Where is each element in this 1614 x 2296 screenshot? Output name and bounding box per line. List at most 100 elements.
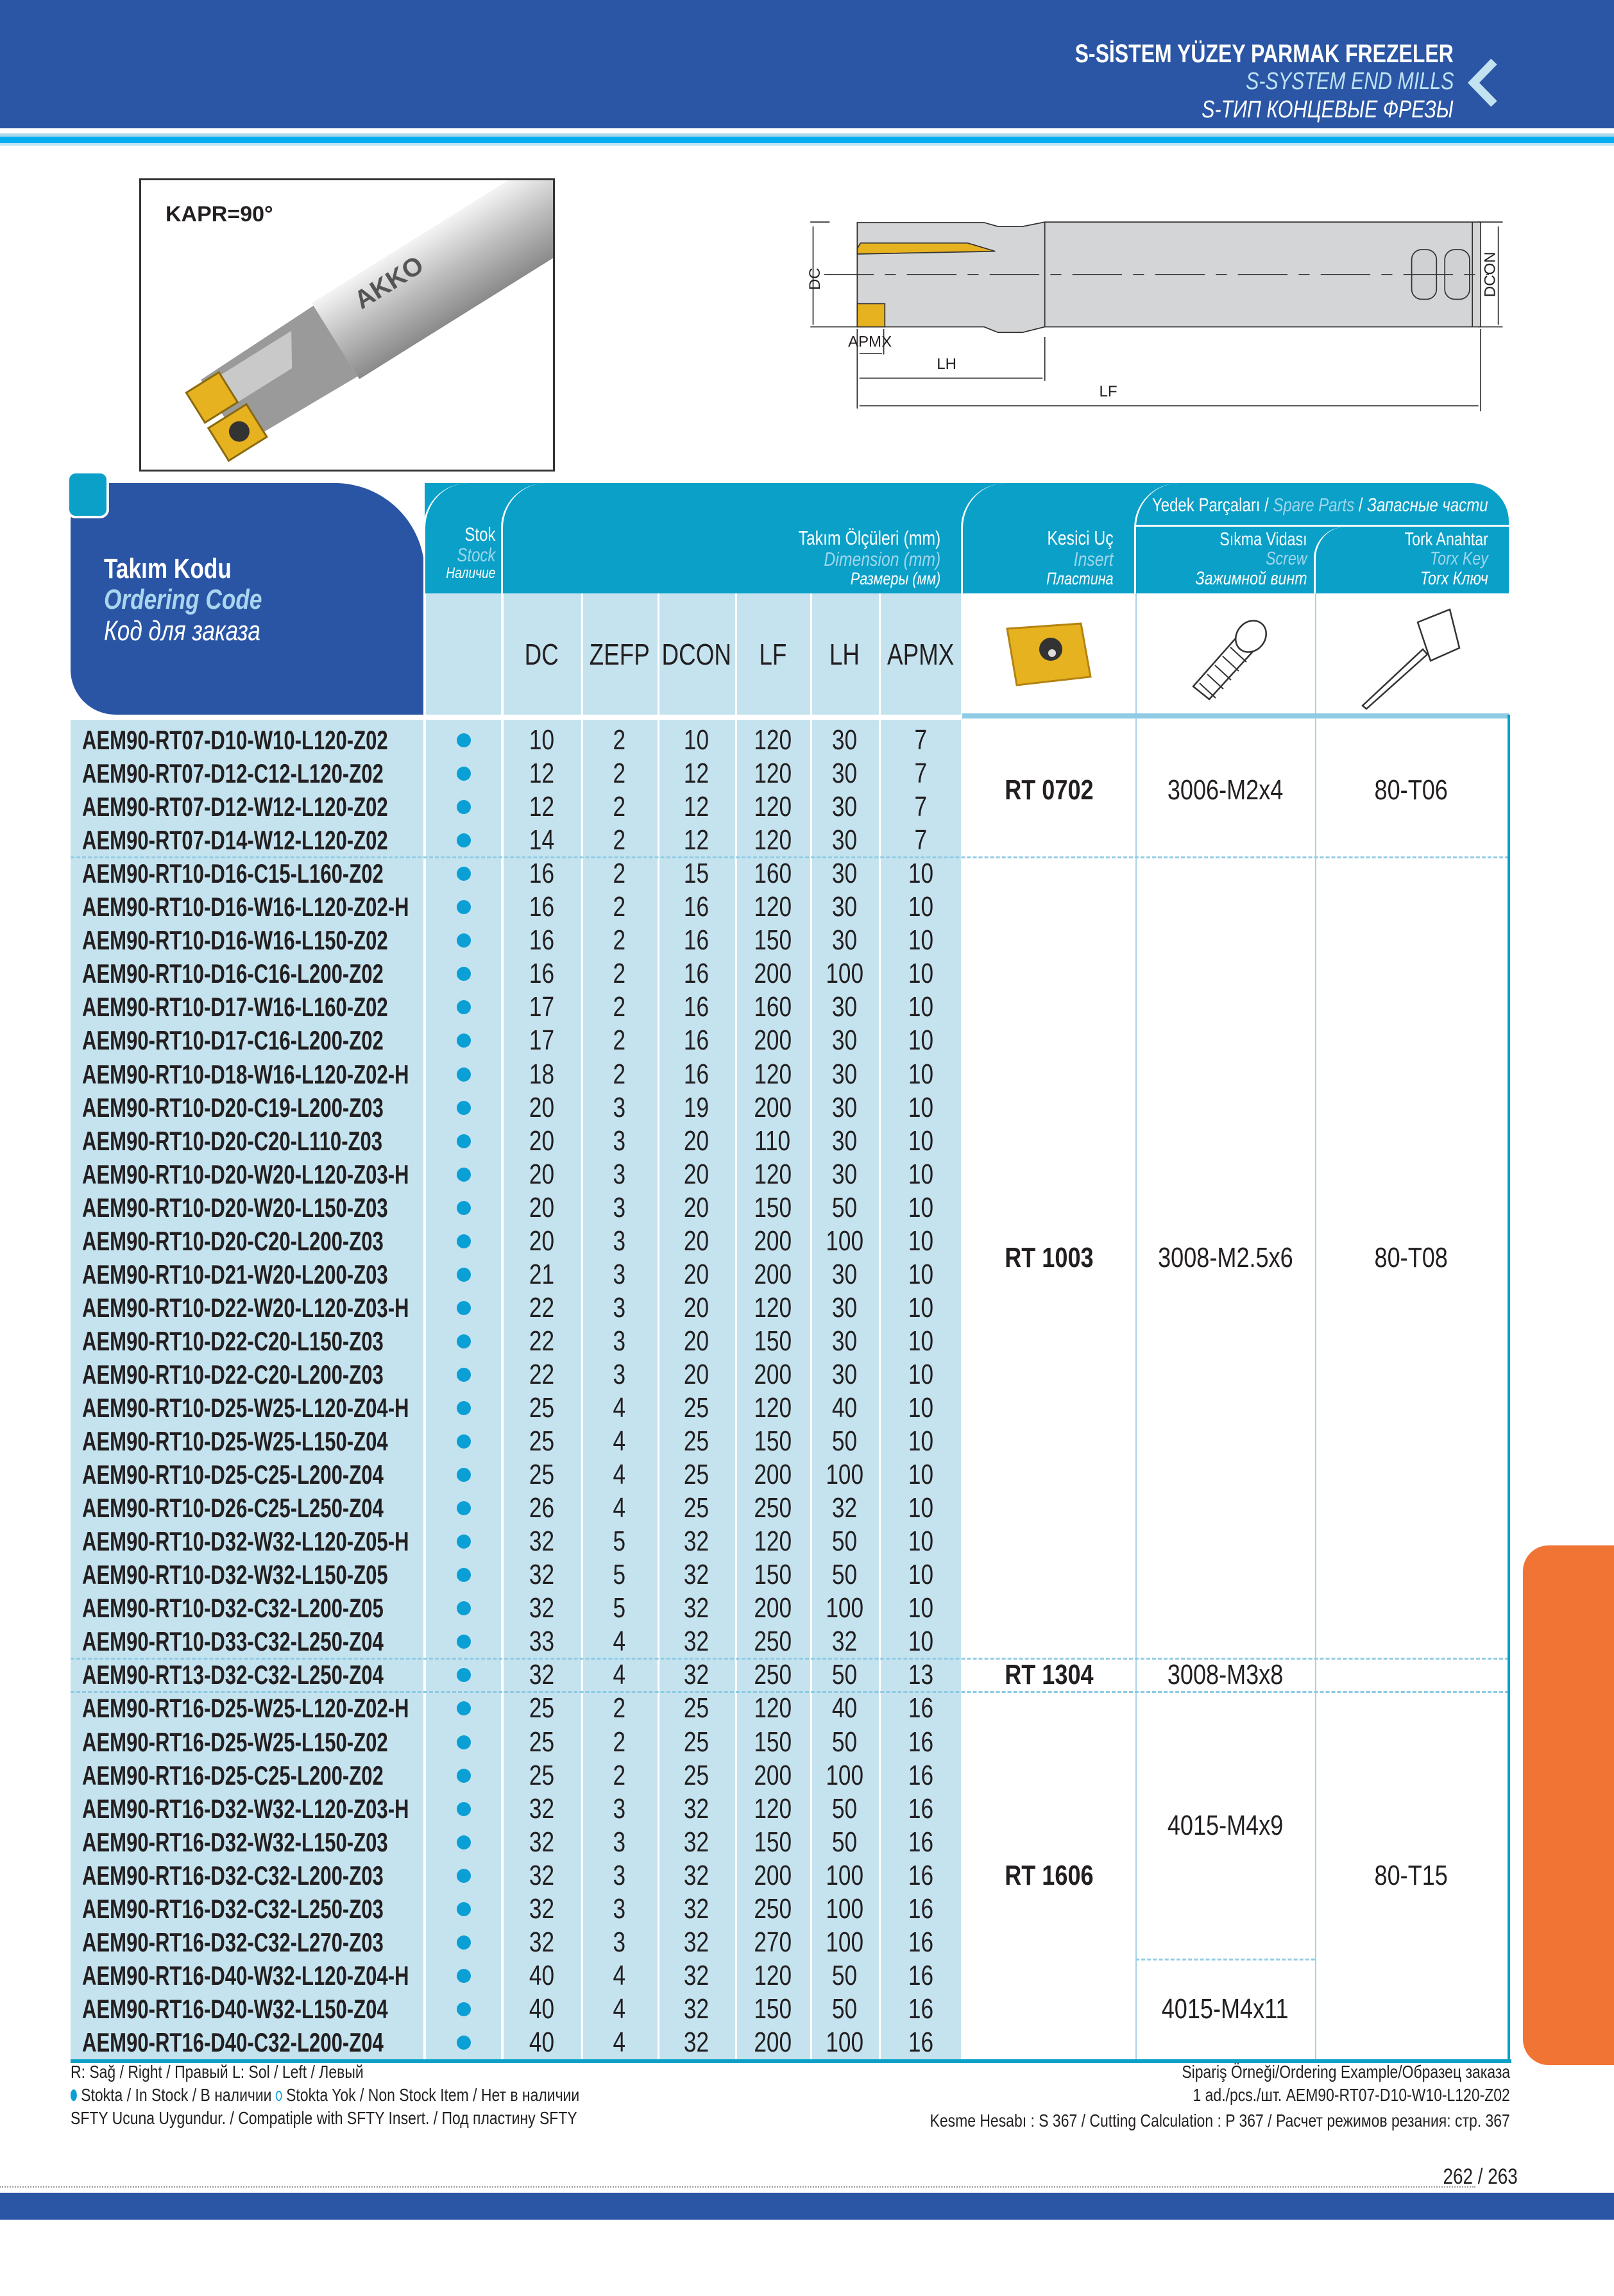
torx-code: 80-T08 <box>1374 1241 1448 1273</box>
table-cell-zefp: 3 <box>581 1225 658 1258</box>
in-stock-dot-icon <box>456 1334 471 1348</box>
table-row-code[interactable]: AEM90-RT10-D22-W20-L120-Z03-H <box>82 1291 422 1325</box>
table-cell-dc: 20 <box>502 1125 581 1158</box>
table-row-code[interactable]: AEM90-RT10-D16-C15-L160-Z02 <box>82 857 422 890</box>
table-row-code[interactable]: AEM90-RT10-D32-C32-L200-Z05 <box>82 1592 422 1625</box>
ordering-code: AEM90-RT16-D40-C32-L200-Z04 <box>82 2027 384 2057</box>
in-stock-dot-icon <box>456 2002 471 2016</box>
table-cell-dc: 25 <box>502 1726 581 1759</box>
table-cell-apmx: 7 <box>879 724 962 757</box>
screw-header: Sıkma Vidası Screw Зажимной винт <box>1195 529 1307 589</box>
table-row-code[interactable]: AEM90-RT16-D32-C32-L270-Z03 <box>82 1926 422 1959</box>
table-row-code[interactable]: AEM90-RT10-D32-W32-L120-Z05-H <box>82 1525 422 1558</box>
stock-cell <box>425 1325 502 1358</box>
table-row-code[interactable]: AEM90-RT16-D40-C32-L200-Z04 <box>82 2026 422 2059</box>
table-cell-zefp: 4 <box>581 1492 658 1525</box>
table-row-code[interactable]: AEM90-RT10-D17-C16-L200-Z02 <box>82 1024 422 1057</box>
table-cell-dcon: 19 <box>658 1091 735 1125</box>
table-row-code[interactable]: AEM90-RT16-D25-C25-L200-Z02 <box>82 1759 422 1792</box>
table-row-code[interactable]: AEM90-RT16-D32-W32-L120-Z03-H <box>82 1792 422 1826</box>
table-cell-dcon: 25 <box>658 1425 735 1458</box>
cell-value: 12 <box>529 758 555 790</box>
cell-value: 30 <box>831 891 858 923</box>
table-row-code[interactable]: AEM90-RT07-D10-W10-L120-Z02 <box>82 724 422 757</box>
table-row-code[interactable]: AEM90-RT10-D20-C20-L200-Z03 <box>82 1225 422 1258</box>
table-row-code[interactable]: AEM90-RT10-D25-W25-L120-Z04-H <box>82 1391 422 1425</box>
table-cell-zefp: 3 <box>581 1125 658 1158</box>
table-row-code[interactable]: AEM90-RT10-D21-W20-L200-Z03 <box>82 1258 422 1291</box>
table-cell-zefp: 3 <box>581 1358 658 1391</box>
torx-cell: 80-T15 <box>1315 1692 1508 2059</box>
cell-value: 150 <box>754 1191 792 1223</box>
table-row-code[interactable]: AEM90-RT07-D14-W12-L120-Z02 <box>82 824 422 857</box>
table-row-code[interactable]: AEM90-RT13-D32-C32-L250-Z04 <box>82 1658 422 1692</box>
chevron-left-icon[interactable] <box>1466 59 1504 106</box>
cell-value: 16 <box>683 991 709 1023</box>
table-row-code[interactable]: AEM90-RT10-D16-C16-L200-Z02 <box>82 957 422 991</box>
table-cell-dc: 17 <box>502 991 581 1024</box>
side-tab[interactable] <box>1523 1545 1614 2065</box>
cell-value: 2 <box>613 791 626 823</box>
table-row-code[interactable]: AEM90-RT10-D17-W16-L160-Z02 <box>82 991 422 1024</box>
cell-value: 3 <box>613 1926 626 1958</box>
cell-value: 270 <box>754 1926 792 1958</box>
table-cell-zefp: 2 <box>581 857 658 890</box>
table-cell-lf: 120 <box>735 1525 810 1558</box>
table-cell-dc: 25 <box>502 1692 581 1725</box>
cell-value: 25 <box>529 1692 555 1724</box>
cell-value: 16 <box>683 1058 709 1090</box>
table-row-code[interactable]: AEM90-RT10-D25-W25-L150-Z04 <box>82 1425 422 1458</box>
table-row-code[interactable]: AEM90-RT10-D33-C32-L250-Z04 <box>82 1625 422 1658</box>
table-row-code[interactable]: AEM90-RT16-D32-C32-L250-Z03 <box>82 1892 422 1926</box>
table-row-code[interactable]: AEM90-RT16-D32-W32-L150-Z03 <box>82 1826 422 1859</box>
table-cell-apmx: 10 <box>879 1158 962 1191</box>
cell-value: 32 <box>529 1526 555 1558</box>
divider <box>1314 527 1352 593</box>
table-row-code[interactable]: AEM90-RT10-D20-C19-L200-Z03 <box>82 1091 422 1125</box>
table-row-code[interactable]: AEM90-RT10-D22-C20-L200-Z03 <box>82 1358 422 1391</box>
table-row-code[interactable]: AEM90-RT10-D18-W16-L120-Z02-H <box>82 1058 422 1091</box>
cell-value: 50 <box>831 1792 858 1824</box>
table-cell-apmx: 16 <box>879 1959 962 1993</box>
table-row-code[interactable]: AEM90-RT10-D22-C20-L150-Z03 <box>82 1325 422 1358</box>
table-cell-lf: 200 <box>735 1458 810 1492</box>
table-cell-lh: 30 <box>810 1058 879 1091</box>
table-row-code[interactable]: AEM90-RT16-D25-W25-L120-Z02-H <box>82 1692 422 1725</box>
ordering-code: AEM90-RT10-D16-C15-L160-Z02 <box>82 858 384 889</box>
cell-value: 100 <box>826 1892 863 1925</box>
cell-value: 7 <box>914 791 927 823</box>
table-cell-apmx: 10 <box>879 1258 962 1291</box>
cell-value: 30 <box>831 1125 858 1157</box>
table-row-code[interactable]: AEM90-RT10-D20-W20-L120-Z03-H <box>82 1158 422 1191</box>
table-cell-lh: 30 <box>810 1258 879 1291</box>
table-row-code[interactable]: AEM90-RT16-D40-W32-L150-Z04 <box>82 1993 422 2026</box>
stock-cell <box>425 1258 502 1291</box>
ordering-code-en: Ordering Code <box>104 584 262 616</box>
table-row-code[interactable]: AEM90-RT10-D32-W32-L150-Z05 <box>82 1558 422 1592</box>
cell-value: 32 <box>683 1626 709 1658</box>
table-row-code[interactable]: AEM90-RT10-D20-W20-L150-Z03 <box>82 1191 422 1225</box>
ordering-code: AEM90-RT16-D25-W25-L120-Z02-H <box>82 1693 409 1724</box>
table-row-code[interactable]: AEM90-RT10-D20-C20-L110-Z03 <box>82 1125 422 1158</box>
table-row-code[interactable]: AEM90-RT10-D16-W16-L120-Z02-H <box>82 890 422 924</box>
cell-value: 30 <box>831 1358 858 1390</box>
cell-value: 120 <box>754 824 792 856</box>
table-cell-dc: 20 <box>502 1158 581 1191</box>
stock-cell <box>425 1726 502 1759</box>
table-row-code[interactable]: AEM90-RT16-D25-W25-L150-Z02 <box>82 1726 422 1759</box>
ordering-code: AEM90-RT16-D32-C32-L270-Z03 <box>82 1926 384 1957</box>
table-row-code[interactable]: AEM90-RT07-D12-W12-L120-Z02 <box>82 790 422 824</box>
cell-value: 25 <box>683 1492 709 1524</box>
table-row-code[interactable]: AEM90-RT16-D32-C32-L200-Z03 <box>82 1859 422 1892</box>
torx-code: 80-T15 <box>1374 1859 1448 1891</box>
table-row-code[interactable]: AEM90-RT07-D12-C12-L120-Z02 <box>82 757 422 790</box>
table-row-code[interactable]: AEM90-RT10-D16-W16-L150-Z02 <box>82 924 422 957</box>
screw-code: 3008-M3x8 <box>1167 1659 1284 1691</box>
table-row-code[interactable]: AEM90-RT10-D26-C25-L250-Z04 <box>82 1492 422 1525</box>
table-row-code[interactable]: AEM90-RT16-D40-W32-L120-Z04-H <box>82 1959 422 1993</box>
cell-value: 200 <box>754 1225 792 1257</box>
table-row-code[interactable]: AEM90-RT10-D25-C25-L200-Z04 <box>82 1458 422 1492</box>
cell-value: 20 <box>683 1225 709 1257</box>
stock-cell <box>425 1525 502 1558</box>
cell-value: 100 <box>826 1759 863 1791</box>
